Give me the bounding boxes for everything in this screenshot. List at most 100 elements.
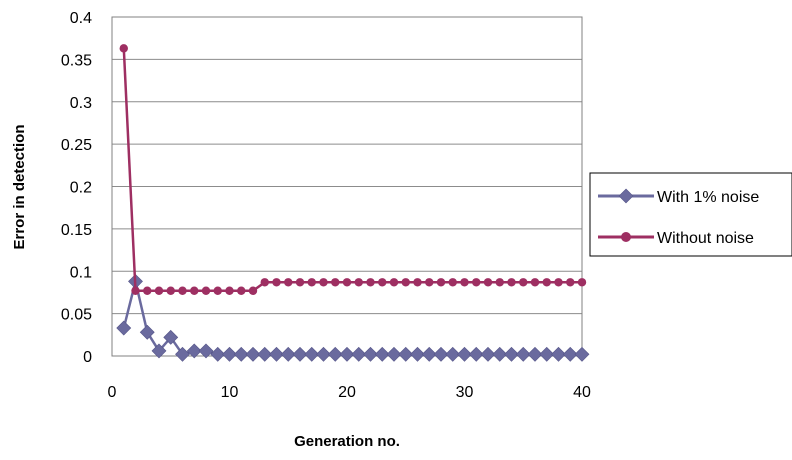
data-point-circle <box>507 278 516 287</box>
data-point-circle <box>342 278 352 287</box>
data-point-diamond <box>386 346 402 362</box>
data-point-circle <box>166 286 175 295</box>
data-point-circle <box>472 278 481 287</box>
x-axis-title: Generation no. <box>294 433 400 450</box>
x-tick-labels: 0 10 20 30 40 <box>108 384 591 401</box>
y-tick-label: 0.1 <box>70 264 92 281</box>
data-point-diamond <box>316 346 331 362</box>
data-point-diamond <box>292 346 308 362</box>
y-tick-labels: 0 0.05 0.1 0.15 0.2 0.25 0.3 0.35 0.4 <box>61 10 92 366</box>
data-point-diamond <box>480 346 496 362</box>
y-axis-title: Error in detection <box>11 124 28 249</box>
data-point-circle <box>272 278 281 287</box>
x-tick-label: 0 <box>108 384 117 401</box>
data-point-diamond <box>410 346 425 362</box>
data-point-circle <box>460 278 469 287</box>
data-point-diamond <box>280 346 296 362</box>
legend-marker-diamond <box>618 188 634 204</box>
data-point-diamond <box>468 346 484 362</box>
y-tick-label: 0.2 <box>70 180 92 197</box>
data-point-diamond <box>527 346 543 362</box>
data-point-circle <box>401 278 410 287</box>
gridlines <box>112 58 582 315</box>
data-point-diamond <box>139 324 155 340</box>
data-point-circle <box>566 278 575 287</box>
data-point-diamond <box>257 346 273 362</box>
series-group <box>116 44 590 362</box>
data-point-circle <box>284 278 293 287</box>
data-point-diamond <box>151 343 167 359</box>
data-point-circle <box>295 278 305 287</box>
data-point-diamond <box>233 346 249 362</box>
data-point-diamond <box>198 343 214 359</box>
data-point-diamond <box>163 329 179 345</box>
x-tick-label: 30 <box>456 384 474 401</box>
y-tick-label: 0 <box>83 349 92 366</box>
data-point-diamond <box>327 346 343 362</box>
data-point-circle <box>225 286 234 295</box>
data-point-circle <box>413 278 422 287</box>
data-point-diamond <box>515 346 531 362</box>
legend: With 1% noise Without noise <box>589 172 792 257</box>
data-point-circle <box>354 278 363 287</box>
data-point-circle <box>307 278 316 287</box>
data-point-circle <box>178 286 187 295</box>
series-line <box>122 48 582 292</box>
x-tick-label: 40 <box>573 384 591 401</box>
y-tick-label: 0.05 <box>61 307 92 324</box>
data-point-circle <box>554 278 563 287</box>
x-tick-label: 20 <box>338 384 356 401</box>
data-point-diamond <box>539 346 555 362</box>
y-tick-label: 0.35 <box>61 52 92 69</box>
data-point-diamond <box>222 346 237 362</box>
data-point-circle <box>542 278 551 287</box>
data-point-circle <box>366 278 375 287</box>
data-point-circle <box>237 286 246 295</box>
data-point-diamond <box>210 346 226 362</box>
data-point-circle <box>425 278 434 287</box>
data-point-circle <box>201 286 211 295</box>
series-without-noise <box>119 44 587 295</box>
data-point-diamond <box>245 346 261 362</box>
data-point-circle <box>190 286 199 295</box>
data-point-circle <box>248 286 258 295</box>
data-point-diamond <box>304 346 320 362</box>
data-point-diamond <box>574 346 590 362</box>
data-point-circle <box>519 278 528 287</box>
data-point-circle <box>483 278 493 287</box>
data-point-circle <box>378 278 387 287</box>
data-point-circle <box>131 286 140 295</box>
data-point-diamond <box>351 346 367 362</box>
data-point-diamond <box>398 346 414 362</box>
data-point-diamond <box>445 346 461 362</box>
data-point-circle <box>319 278 328 287</box>
data-point-circle <box>213 286 222 295</box>
data-point-circle <box>260 278 269 287</box>
legend-label-without-noise: Without noise <box>657 230 754 247</box>
data-point-circle <box>436 278 446 287</box>
data-point-circle <box>530 278 540 287</box>
data-point-diamond <box>421 346 437 362</box>
data-point-diamond <box>492 346 508 362</box>
data-point-circle <box>448 278 457 287</box>
data-point-circle <box>389 278 399 287</box>
data-point-diamond <box>551 346 566 362</box>
data-point-diamond <box>339 346 355 362</box>
data-point-circle <box>577 278 587 287</box>
data-point-diamond <box>374 346 390 362</box>
x-tick-label: 10 <box>221 384 239 401</box>
data-point-diamond <box>457 346 472 362</box>
data-point-diamond <box>562 346 578 362</box>
y-tick-label: 0.4 <box>70 10 92 27</box>
data-point-diamond <box>175 346 190 362</box>
data-point-circle <box>331 278 340 287</box>
data-point-circle <box>154 286 164 295</box>
legend-box <box>589 172 792 257</box>
y-tick-label: 0.3 <box>70 95 92 112</box>
data-point-diamond <box>363 346 378 362</box>
data-point-diamond <box>433 346 449 362</box>
data-point-circle <box>143 286 152 295</box>
series-with-noise <box>116 273 590 362</box>
data-point-diamond <box>269 346 284 362</box>
